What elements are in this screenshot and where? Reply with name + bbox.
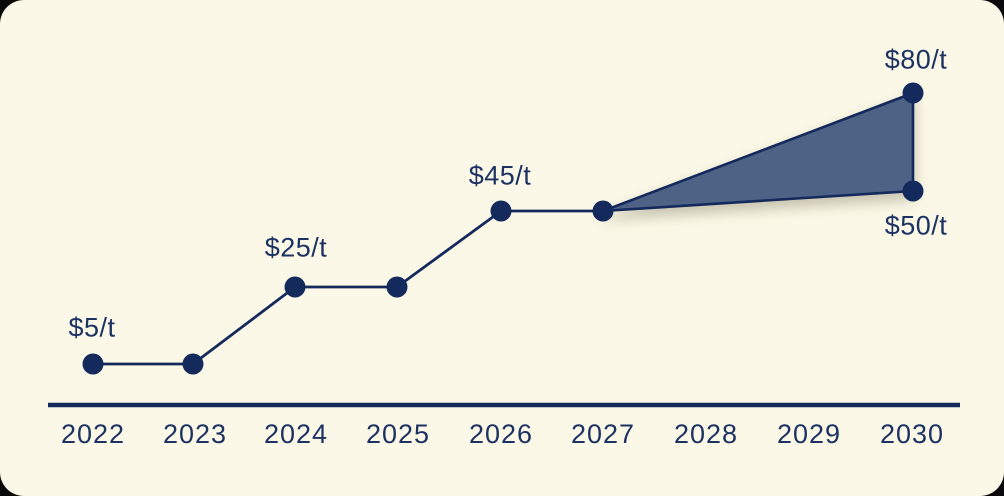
annotation-25-per-tonne: $25/t bbox=[264, 232, 328, 263]
annotation-45-per-tonne: $45/t bbox=[468, 160, 532, 191]
x-axis-label-2025: 2025 bbox=[365, 419, 431, 449]
x-axis-label-2026: 2026 bbox=[468, 419, 534, 449]
annotation-5-per-tonne: $5/t bbox=[68, 312, 116, 343]
x-axis-label-2028: 2028 bbox=[673, 419, 739, 449]
data-point-2030-low bbox=[902, 180, 924, 202]
price-line bbox=[93, 209, 603, 366]
x-axis-label-2027: 2027 bbox=[570, 419, 636, 449]
data-point-2030-high bbox=[902, 82, 924, 104]
x-axis-label-2029: 2029 bbox=[776, 419, 842, 449]
projection-fan bbox=[601, 91, 915, 213]
x-axis-label-2023: 2023 bbox=[162, 419, 228, 449]
data-point-2025 bbox=[386, 276, 408, 298]
x-axis-label-2024: 2024 bbox=[263, 419, 329, 449]
data-point-2023 bbox=[182, 353, 204, 375]
data-point-2027 bbox=[592, 200, 614, 222]
x-axis-label-2022: 2022 bbox=[60, 419, 126, 449]
data-point-2026 bbox=[490, 200, 512, 222]
annotation-50-per-tonne: $50/t bbox=[884, 210, 948, 241]
annotation-80-per-tonne: $80/t bbox=[884, 44, 948, 75]
data-point-2022 bbox=[82, 353, 104, 375]
data-point-2024 bbox=[284, 276, 306, 298]
x-axis-label-2030: 2030 bbox=[879, 419, 945, 449]
